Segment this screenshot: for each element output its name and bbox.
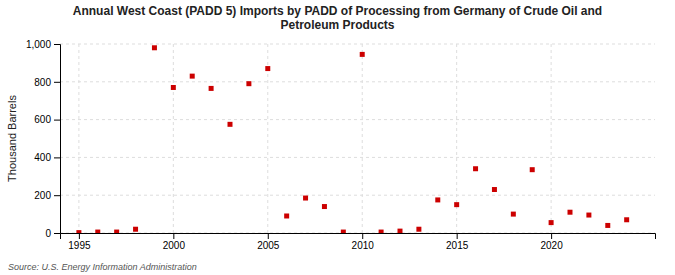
plot: 1995 2000 2005 2010 2015 2020 0 200 400 600 800 1,0…	[6, 39, 656, 251]
point	[379, 230, 384, 233]
tick-mark	[457, 233, 458, 239]
tick-mark	[54, 82, 60, 83]
grid-line	[173, 44, 174, 233]
point	[398, 229, 403, 233]
title: Annual West Coast (PADD 5) Imports by PA…	[73, 4, 602, 32]
point	[284, 213, 289, 218]
tick: 400	[34, 152, 60, 163]
tick: 2000	[163, 233, 186, 251]
point	[530, 167, 535, 172]
tick: 2010	[352, 233, 375, 251]
point	[341, 230, 346, 233]
point	[511, 212, 516, 217]
point	[416, 227, 421, 232]
grid-line	[60, 81, 655, 82]
tick-mark	[551, 233, 552, 239]
tick: 2005	[257, 233, 280, 251]
grid-line	[60, 195, 655, 196]
point	[303, 196, 308, 201]
tick-mark	[79, 233, 80, 239]
tick-mark	[268, 233, 269, 239]
point	[228, 122, 233, 127]
point	[492, 187, 497, 192]
point	[190, 74, 195, 79]
grid-line	[551, 44, 552, 233]
tick: 800	[34, 77, 60, 88]
tick-label: 1,000	[26, 39, 51, 50]
point	[152, 45, 157, 50]
tick-label: 2020	[540, 240, 563, 251]
point	[265, 66, 270, 71]
tick-label: 400	[34, 152, 51, 163]
grid-line	[60, 157, 655, 158]
tick: 200	[34, 190, 60, 201]
tick-label: 200	[34, 190, 51, 201]
tick-label: 2005	[257, 240, 280, 251]
tick-mark	[54, 195, 60, 196]
grid-line	[362, 44, 363, 233]
point	[435, 197, 440, 202]
tick-mark	[54, 44, 60, 45]
tick: 0	[45, 228, 60, 239]
point	[549, 220, 554, 225]
point	[133, 227, 138, 232]
tick: 1995	[68, 233, 91, 251]
tick: 2020	[540, 233, 563, 251]
tick-mark	[54, 233, 60, 234]
tick-label: 600	[34, 114, 51, 125]
tick: 600	[34, 114, 60, 125]
tick-label: 0	[45, 228, 51, 239]
axis-line	[54, 45, 61, 234]
x-axis: 1995 2000 2005 2010 2015 2020	[61, 233, 656, 251]
grid-line	[60, 119, 655, 120]
point	[171, 85, 176, 90]
point	[114, 230, 119, 233]
grid-line	[60, 44, 655, 45]
point	[95, 230, 100, 233]
point	[605, 223, 610, 228]
axis-line	[61, 234, 656, 240]
tick-mark	[173, 233, 174, 239]
point	[246, 81, 251, 86]
point	[360, 52, 365, 57]
tick-label: 2000	[163, 240, 186, 251]
point	[586, 213, 591, 218]
y-axis: 0 200 400 600 800 1,000	[26, 39, 61, 239]
tick-mark	[54, 157, 60, 158]
chart: Annual West Coast (PADD 5) Imports by PA…	[0, 0, 675, 275]
point	[473, 166, 478, 171]
point	[454, 202, 459, 207]
tick-mark	[54, 120, 60, 121]
tick-label: 2010	[352, 240, 375, 251]
point	[624, 217, 629, 222]
tick-mark	[362, 233, 363, 239]
tick-label: 2015	[446, 240, 469, 251]
y-axis-label: Thousand Barrels	[6, 95, 18, 182]
source: Source: U.S. Energy Information Administ…	[8, 262, 197, 272]
tick: 1,000	[26, 39, 60, 50]
tick: 2015	[446, 233, 469, 251]
grid	[60, 44, 655, 233]
tick-label: 800	[34, 77, 51, 88]
grid-line	[78, 44, 79, 233]
point	[76, 230, 81, 233]
grid-line	[267, 44, 268, 233]
tick-label: 1995	[68, 240, 91, 251]
point	[209, 86, 214, 91]
points	[76, 45, 629, 233]
point	[322, 204, 327, 209]
point	[568, 210, 573, 215]
